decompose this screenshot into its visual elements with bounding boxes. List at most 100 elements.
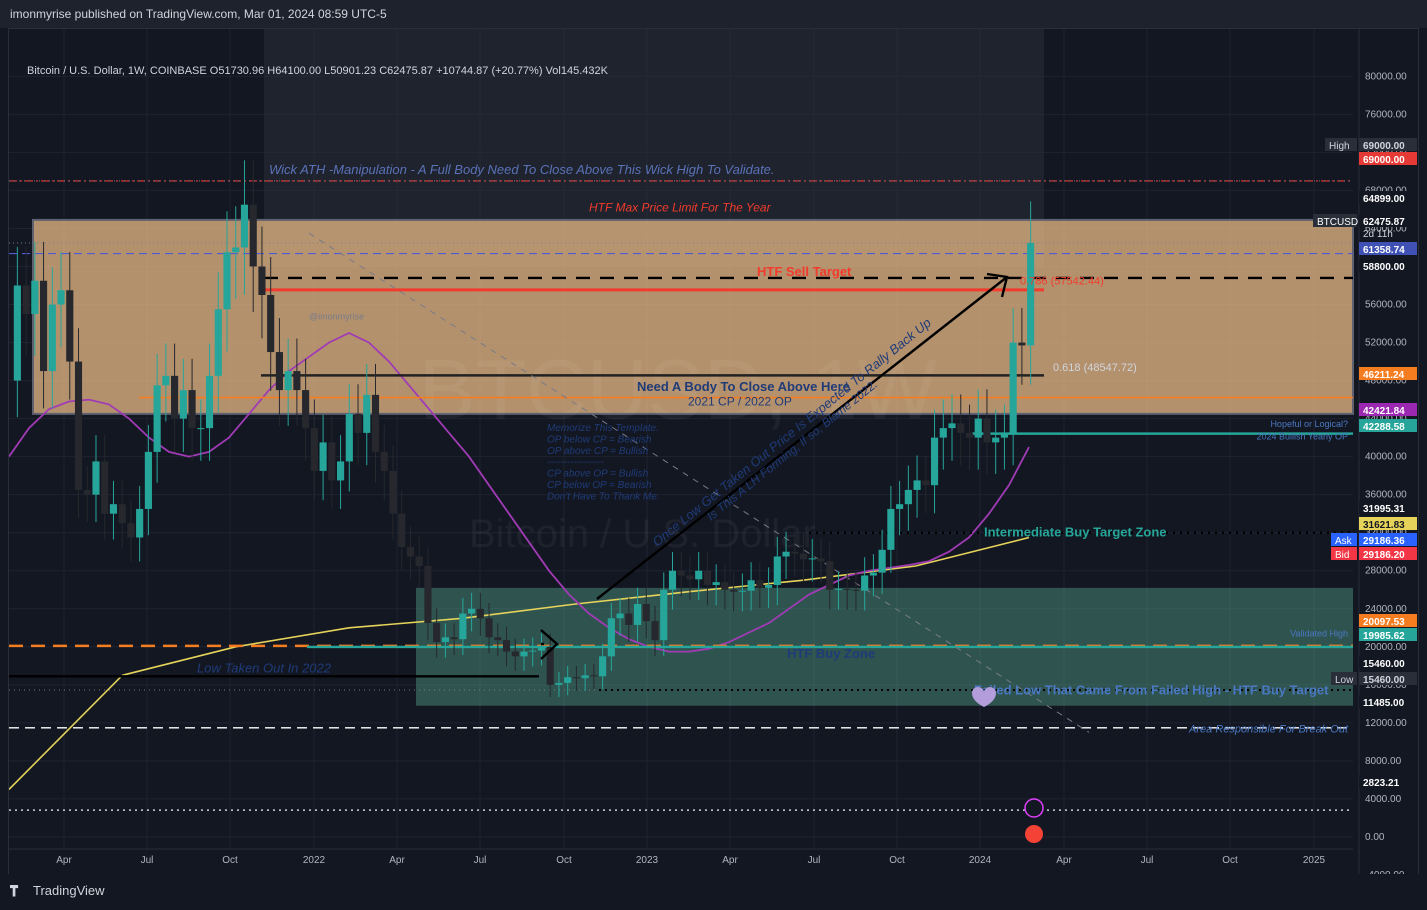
price-tag-value-2: 64899.00 <box>1363 194 1405 205</box>
price-tag-bg-10 <box>1359 517 1417 530</box>
candle-body-112 <box>992 437 1000 443</box>
candle-body-111 <box>983 418 991 443</box>
price-tag-5: 58800.00 <box>1359 259 1417 273</box>
price-tag-bg-3 <box>1359 214 1417 227</box>
price-tag-bg-0 <box>1359 138 1417 151</box>
candle-body-75 <box>668 570 677 590</box>
price-tag-bg-9 <box>1359 501 1417 514</box>
candle-body-78 <box>695 570 703 580</box>
candle-body-53 <box>476 608 484 619</box>
price-tag-label-bg-11 <box>1331 533 1357 546</box>
candle-body-92 <box>817 558 825 562</box>
y-tick-label-7: 52000.00 <box>1365 338 1407 349</box>
x-tick-label-11: 2024 <box>969 855 992 866</box>
candle-body-102 <box>904 489 912 505</box>
htf-buy-annotation: HTF Buy Zone <box>787 646 875 661</box>
candle-body-11 <box>109 504 118 514</box>
candle-body-98 <box>869 572 877 576</box>
candle-body-21 <box>197 428 205 430</box>
tradingview-brand: TradingView <box>33 883 105 898</box>
x-tick-label-14: Oct <box>1222 855 1238 866</box>
x-tick-label-9: Jul <box>808 855 821 866</box>
candle-body-79 <box>703 570 712 586</box>
candle-body-61 <box>546 646 554 685</box>
candle-body-12 <box>118 504 126 524</box>
candle-body-18 <box>171 375 179 419</box>
low-taken-annotation: Low Taken Out In 2022 <box>197 660 332 675</box>
y-tick-label-10: 40000.00 <box>1365 452 1407 463</box>
htf-sell-annotation: HTF Sell Target <box>757 264 852 279</box>
price-tag-6: 46211.24 <box>1359 367 1417 381</box>
candle-body-3 <box>40 280 48 372</box>
candle-body-70 <box>625 613 633 625</box>
candle-body-100 <box>887 508 895 550</box>
candle-body-74 <box>660 589 668 641</box>
memo-line-4: CP above OP = Bullish <box>547 469 649 480</box>
candle-body-0 <box>13 285 21 381</box>
x-tick-label-10: Oct <box>889 855 905 866</box>
x-tick-label-15: 2025 <box>1303 855 1326 866</box>
price-tag-value-10: 31621.83 <box>1363 520 1405 531</box>
candle-body-81 <box>721 582 729 590</box>
memo-line-1: OP below CP = Bearish <box>547 434 652 445</box>
candle-body-104 <box>922 480 930 486</box>
candle-body-73 <box>651 621 659 641</box>
candle-body-15 <box>144 451 152 509</box>
price-tag-8: 42288.58 <box>1359 419 1417 433</box>
price-tag-12: 29186.20 Bid <box>1331 547 1417 561</box>
price-tag-16: 15460.00 Low <box>1331 672 1417 686</box>
candle-body-65 <box>581 675 589 679</box>
price-tag-15: 15460.00 <box>1359 656 1417 670</box>
memo-line-5: CP below OP = Bearish <box>547 480 652 491</box>
y-tick-label-11: 36000.00 <box>1365 490 1407 501</box>
candle-body-41 <box>371 394 380 452</box>
price-tag-value-18: 2823.21 <box>1363 778 1400 789</box>
candle-body-76 <box>677 570 685 576</box>
candle-body-9 <box>92 461 100 495</box>
candle-body-62 <box>555 682 563 685</box>
candle-body-30 <box>275 352 283 391</box>
price-tag-value-3: 62475.87 <box>1363 217 1405 228</box>
price-tag-1: 69000.00 <box>1359 152 1417 166</box>
price-tag-value-11: 29186.36 <box>1363 536 1405 547</box>
x-tick-label-12: Apr <box>1056 855 1072 866</box>
chart-frame[interactable]: BTCUSD, 1W Bitcoin / U.S. Dollar Wick ATH … <box>8 28 1419 875</box>
memo-line-0: Memorize This Template. <box>547 423 659 434</box>
x-tick-label-8: Apr <box>722 855 738 866</box>
candle-body-91 <box>808 558 816 560</box>
candle-body-67 <box>599 656 607 677</box>
candle-body-90 <box>799 553 808 560</box>
price-tag-value-0: 69000.00 <box>1363 141 1405 152</box>
price-tag-bg-5 <box>1359 259 1417 272</box>
y-tick-label-17: 12000.00 <box>1365 718 1407 729</box>
candle-body-5 <box>57 290 65 305</box>
ma-purple-line <box>9 332 1030 653</box>
y-tick-label-14: 24000.00 <box>1365 604 1407 615</box>
candle-body-48 <box>433 623 441 643</box>
price-tag-bg-7 <box>1359 403 1417 416</box>
candle-body-110 <box>974 418 982 438</box>
price-tag-value-6: 46211.24 <box>1363 370 1405 381</box>
candle-body-105 <box>930 437 939 486</box>
candle-body-59 <box>529 650 537 652</box>
candle-body-93 <box>826 561 834 590</box>
candle-body-10 <box>101 461 109 514</box>
y-tick-label-16: 16000.00 <box>1365 680 1407 691</box>
candle-body-63 <box>564 677 572 683</box>
hopeful-annotation: Hopeful or Logical? <box>1270 419 1348 429</box>
candle-body-86 <box>765 585 773 588</box>
candle-body-7 <box>74 361 83 490</box>
y-tick-label-8: 48000.00 <box>1365 376 1407 387</box>
price-tag-value-17: 11485.00 <box>1363 698 1405 709</box>
candle-body-1 <box>22 285 30 315</box>
candle-body-17 <box>162 375 170 386</box>
candle-body-28 <box>258 266 266 296</box>
candle-body-68 <box>607 618 615 657</box>
price-tag-11: 29186.36 Ask <box>1331 533 1417 547</box>
candle-body-71 <box>633 604 642 625</box>
candle-body-36 <box>328 442 336 481</box>
price-tag-bg-2 <box>1359 191 1417 204</box>
need-body-annotation: Need A Body To Close Above Here <box>637 379 850 394</box>
tradingview-logo[interactable]: TradingView <box>10 883 105 898</box>
